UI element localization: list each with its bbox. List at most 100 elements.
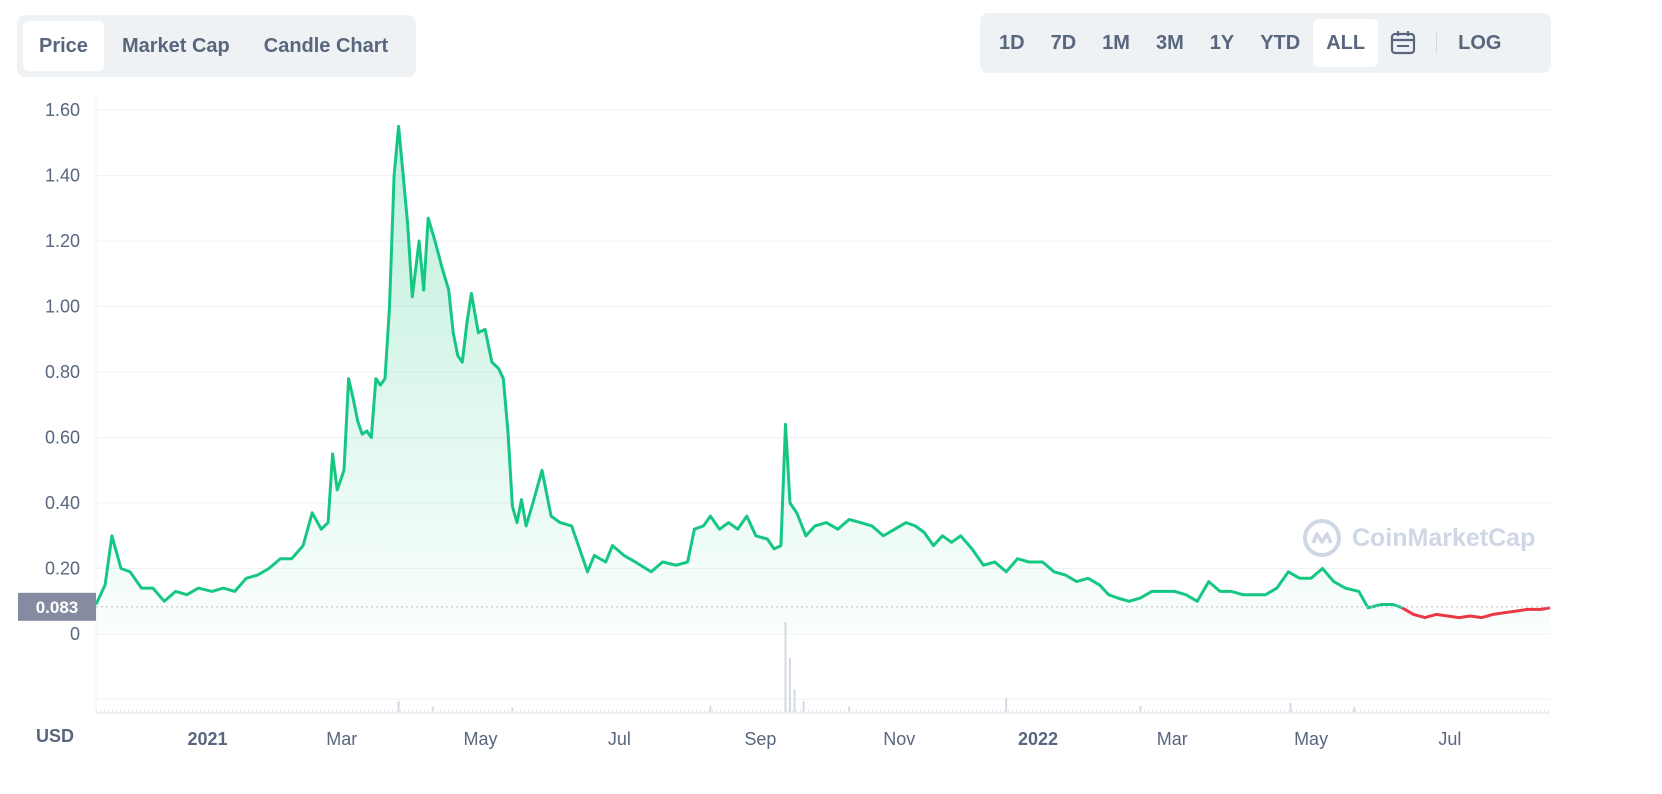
- volume-bar: [1428, 710, 1429, 712]
- volume-bar: [1244, 710, 1245, 712]
- volume-bar: [484, 710, 485, 712]
- volume-bar: [1016, 710, 1017, 712]
- volume-bar: [1240, 710, 1241, 712]
- volume-bar: [240, 710, 241, 712]
- volume-bar: [652, 710, 653, 712]
- volume-bar: [528, 710, 529, 712]
- y-tick-label: 1.40: [45, 166, 80, 186]
- volume-bar: [1480, 710, 1481, 712]
- volume-bar: [1128, 710, 1129, 712]
- volume-bar: [1004, 710, 1005, 712]
- volume-bar: [1060, 710, 1061, 712]
- volume-bar: [172, 710, 173, 712]
- volume-bar: [832, 710, 833, 712]
- volume-bar: [128, 710, 129, 712]
- range-all-button[interactable]: ALL: [1313, 19, 1379, 67]
- volume-bars: [96, 622, 1549, 712]
- volume-bar: [1424, 710, 1425, 712]
- volume-bar: [536, 710, 537, 712]
- tab-price[interactable]: Price: [23, 21, 104, 71]
- range-1m-button[interactable]: 1M: [1102, 31, 1130, 54]
- volume-bar: [392, 710, 393, 712]
- volume-bar: [372, 710, 373, 712]
- volume-bar: [1300, 710, 1301, 712]
- volume-bar: [1356, 710, 1357, 712]
- range-ytd-button[interactable]: YTD: [1260, 31, 1301, 54]
- range-3m-button[interactable]: 3M: [1155, 31, 1184, 54]
- volume-bar: [504, 710, 505, 712]
- volume-bar: [896, 710, 897, 712]
- volume-bar: [920, 710, 921, 712]
- x-tick-label: Sep: [744, 729, 776, 749]
- volume-bar: [476, 710, 477, 712]
- volume-bar: [1216, 710, 1217, 712]
- volume-bar: [1456, 710, 1457, 712]
- volume-bar: [848, 710, 849, 712]
- volume-bar: [584, 710, 585, 712]
- volume-bar: [1172, 710, 1173, 712]
- volume-bar: [1392, 710, 1393, 712]
- volume-bar: [1504, 710, 1505, 712]
- volume-bar: [1372, 710, 1373, 712]
- divider: [1436, 33, 1438, 53]
- volume-bar: [1548, 710, 1549, 712]
- volume-bar: [708, 710, 709, 712]
- volume-bar: [1139, 705, 1142, 712]
- volume-bar: [532, 710, 533, 712]
- volume-bar: [900, 710, 901, 712]
- range-1d-button[interactable]: 1D: [999, 31, 1025, 54]
- volume-bar: [784, 622, 787, 712]
- volume-bar: [308, 710, 309, 712]
- volume-bar: [496, 710, 497, 712]
- x-tick-label: Jul: [608, 729, 631, 749]
- volume-bar: [604, 710, 605, 712]
- volume-bar: [364, 710, 365, 712]
- volume-bar: [1040, 710, 1041, 712]
- volume-bar: [796, 710, 797, 712]
- volume-bar: [1376, 710, 1377, 712]
- volume-bar: [1080, 710, 1081, 712]
- volume-bar: [864, 710, 865, 712]
- volume-bar: [96, 710, 97, 712]
- volume-bar: [984, 710, 985, 712]
- chart-type-tabs: Price Market Cap Candle Chart: [17, 15, 416, 77]
- calendar-icon[interactable]: [1378, 19, 1428, 67]
- volume-bar: [936, 710, 937, 712]
- volume-bar: [664, 710, 665, 712]
- tab-candle-chart[interactable]: Candle Chart: [263, 34, 389, 57]
- volume-bar: [1248, 710, 1249, 712]
- volume-bar: [680, 710, 681, 712]
- volume-bar: [100, 710, 101, 712]
- volume-bar: [400, 710, 401, 712]
- x-tick-label: Jul: [1438, 729, 1461, 749]
- volume-bar: [1380, 710, 1381, 712]
- volume-bar: [1036, 710, 1037, 712]
- volume-bar: [1488, 710, 1489, 712]
- volume-bar: [1484, 710, 1485, 712]
- range-7d-button[interactable]: 7D: [1050, 31, 1077, 54]
- volume-bar: [324, 710, 325, 712]
- volume-bar: [164, 710, 165, 712]
- volume-bar: [380, 710, 381, 712]
- volume-bar: [1028, 710, 1029, 712]
- volume-bar: [1096, 710, 1097, 712]
- log-scale-toggle[interactable]: LOG: [1458, 31, 1502, 54]
- volume-bar: [1232, 710, 1233, 712]
- range-1y-button[interactable]: 1Y: [1209, 31, 1235, 54]
- y-tick-label: 1.20: [45, 231, 80, 251]
- volume-bar: [1432, 710, 1433, 712]
- price-line-up: [94, 124, 1403, 610]
- volume-bar: [340, 710, 341, 712]
- volume-bar: [1368, 710, 1369, 712]
- volume-bar: [1500, 710, 1501, 712]
- volume-bar: [908, 710, 909, 712]
- tab-market-cap[interactable]: Market Cap: [121, 34, 230, 57]
- volume-bar: [636, 710, 637, 712]
- volume-bar: [144, 710, 145, 712]
- volume-bar: [1340, 710, 1341, 712]
- volume-bar: [424, 710, 425, 712]
- volume-bar: [1528, 710, 1529, 712]
- volume-bar: [1440, 710, 1441, 712]
- volume-bar: [1320, 710, 1321, 712]
- volume-bar: [552, 710, 553, 712]
